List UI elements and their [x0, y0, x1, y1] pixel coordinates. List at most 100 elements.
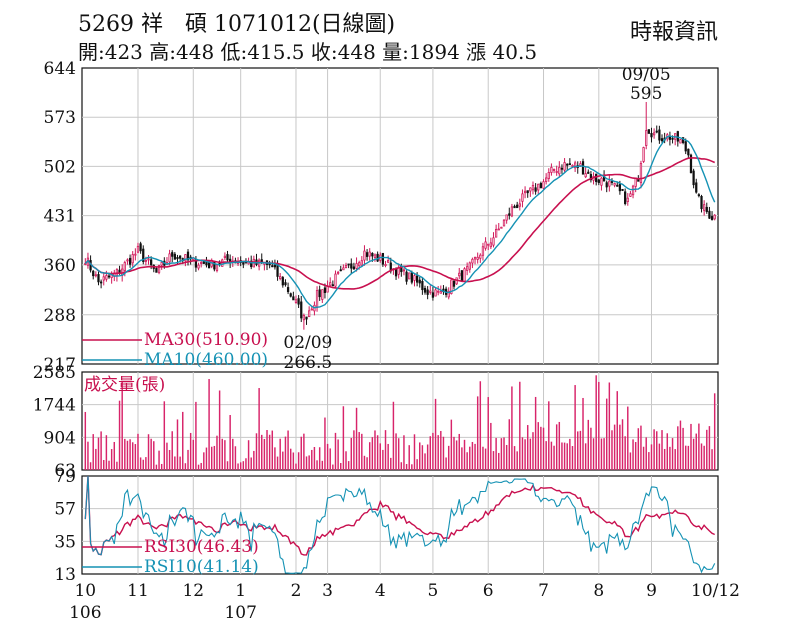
candlesticks: [84, 101, 716, 330]
low-value-annotation: 266.5: [284, 353, 333, 373]
volume-bar: [171, 431, 173, 470]
candle-body: [497, 228, 500, 231]
x-month-label: 10: [74, 581, 96, 601]
volume-bar: [416, 459, 418, 470]
volume-bar: [458, 433, 460, 470]
volume-bar: [263, 438, 266, 470]
volume-bar: [89, 462, 92, 470]
candle-body: [684, 141, 687, 152]
candle-body: [537, 183, 540, 191]
candle-body: [584, 173, 587, 178]
volume-bar: [131, 442, 134, 470]
price-tick-label: 288: [44, 306, 76, 326]
candle-body: [250, 260, 253, 268]
x-month-label: 6: [483, 581, 494, 601]
candle-body: [647, 129, 650, 134]
candle-body: [331, 284, 334, 287]
volume-bar: [584, 443, 587, 470]
candle-body: [705, 206, 708, 213]
volume-bar: [139, 457, 142, 470]
candle-body: [450, 279, 453, 294]
volume-bar: [247, 440, 250, 470]
candle-body: [223, 255, 227, 258]
candle-body: [150, 259, 153, 266]
volume-bar: [679, 420, 682, 470]
candle-body: [679, 139, 682, 144]
candle-body: [418, 279, 421, 284]
candle-body: [434, 289, 437, 297]
candle-body: [508, 213, 511, 216]
volume-bar: [390, 457, 392, 470]
volume-bar: [184, 463, 187, 470]
volume-bar: [266, 430, 268, 470]
volume-bar: [682, 427, 684, 470]
volume-bar: [677, 426, 679, 470]
volume-bar: [711, 449, 713, 470]
volume-bar: [95, 448, 97, 470]
candle-body: [552, 169, 556, 171]
volume-bar: [605, 398, 608, 470]
volume-bar: [634, 442, 637, 470]
volume-bar: [100, 431, 102, 470]
ma30-line: [84, 157, 716, 290]
candle-body: [363, 250, 366, 261]
chart-panels: [81, 67, 719, 575]
volume-bar: [684, 445, 687, 470]
volume-bar: [453, 436, 455, 470]
volume-bar: [561, 442, 563, 470]
candle-body: [634, 177, 637, 187]
candle-body: [334, 273, 337, 287]
axis-ticks: 6445735024313602882172585174490463795735…: [33, 59, 740, 623]
volume-bar: [650, 444, 653, 470]
volume-bar: [145, 457, 147, 470]
volume-bar: [632, 439, 634, 470]
x-year-label: 107: [224, 603, 256, 623]
volume-bar: [242, 461, 245, 470]
candle-body: [336, 271, 340, 274]
volume-bar: [476, 396, 479, 470]
candle-body: [502, 219, 506, 227]
volume-bar: [361, 433, 363, 470]
volume-bar: [279, 438, 281, 470]
volume-bar: [466, 452, 468, 470]
candle-body: [624, 191, 627, 204]
volume-bar: [411, 464, 413, 470]
volume-bar: [374, 430, 376, 470]
candle-body: [600, 177, 603, 186]
volume-tick-label: 63: [54, 461, 76, 481]
volume-bar: [313, 447, 316, 470]
volume-bar: [550, 441, 553, 470]
candle-body: [687, 148, 690, 156]
volume-bar: [192, 439, 195, 470]
volume-bar: [142, 459, 144, 470]
volume-bar: [376, 435, 379, 470]
volume-bar: [321, 460, 324, 470]
candle-body: [355, 263, 358, 269]
candle-body: [221, 259, 224, 267]
volume-bar: [295, 463, 297, 470]
candle-body: [692, 170, 695, 186]
candle-body: [368, 251, 371, 257]
x-month-label: 2: [291, 581, 302, 601]
volume-bar: [400, 462, 403, 470]
volume-bar: [155, 464, 158, 470]
volume-bar: [129, 439, 131, 470]
volume-bar: [692, 438, 695, 470]
volume-bar: [87, 441, 89, 470]
candle-body: [347, 263, 350, 266]
volume-bar: [461, 447, 463, 470]
volume-bar: [419, 442, 421, 470]
volume-bar: [413, 434, 416, 470]
volume-bar: [134, 444, 137, 470]
volume-bar: [642, 446, 645, 470]
candle-body: [105, 275, 108, 280]
volume-bar: [519, 381, 521, 470]
candle-body: [494, 228, 498, 238]
candle-body: [652, 132, 656, 136]
candle-body: [484, 241, 487, 249]
rsi-panel: [81, 475, 719, 575]
volume-bar: [358, 432, 360, 470]
volume-bar: [577, 431, 579, 470]
candle-body: [384, 264, 387, 266]
